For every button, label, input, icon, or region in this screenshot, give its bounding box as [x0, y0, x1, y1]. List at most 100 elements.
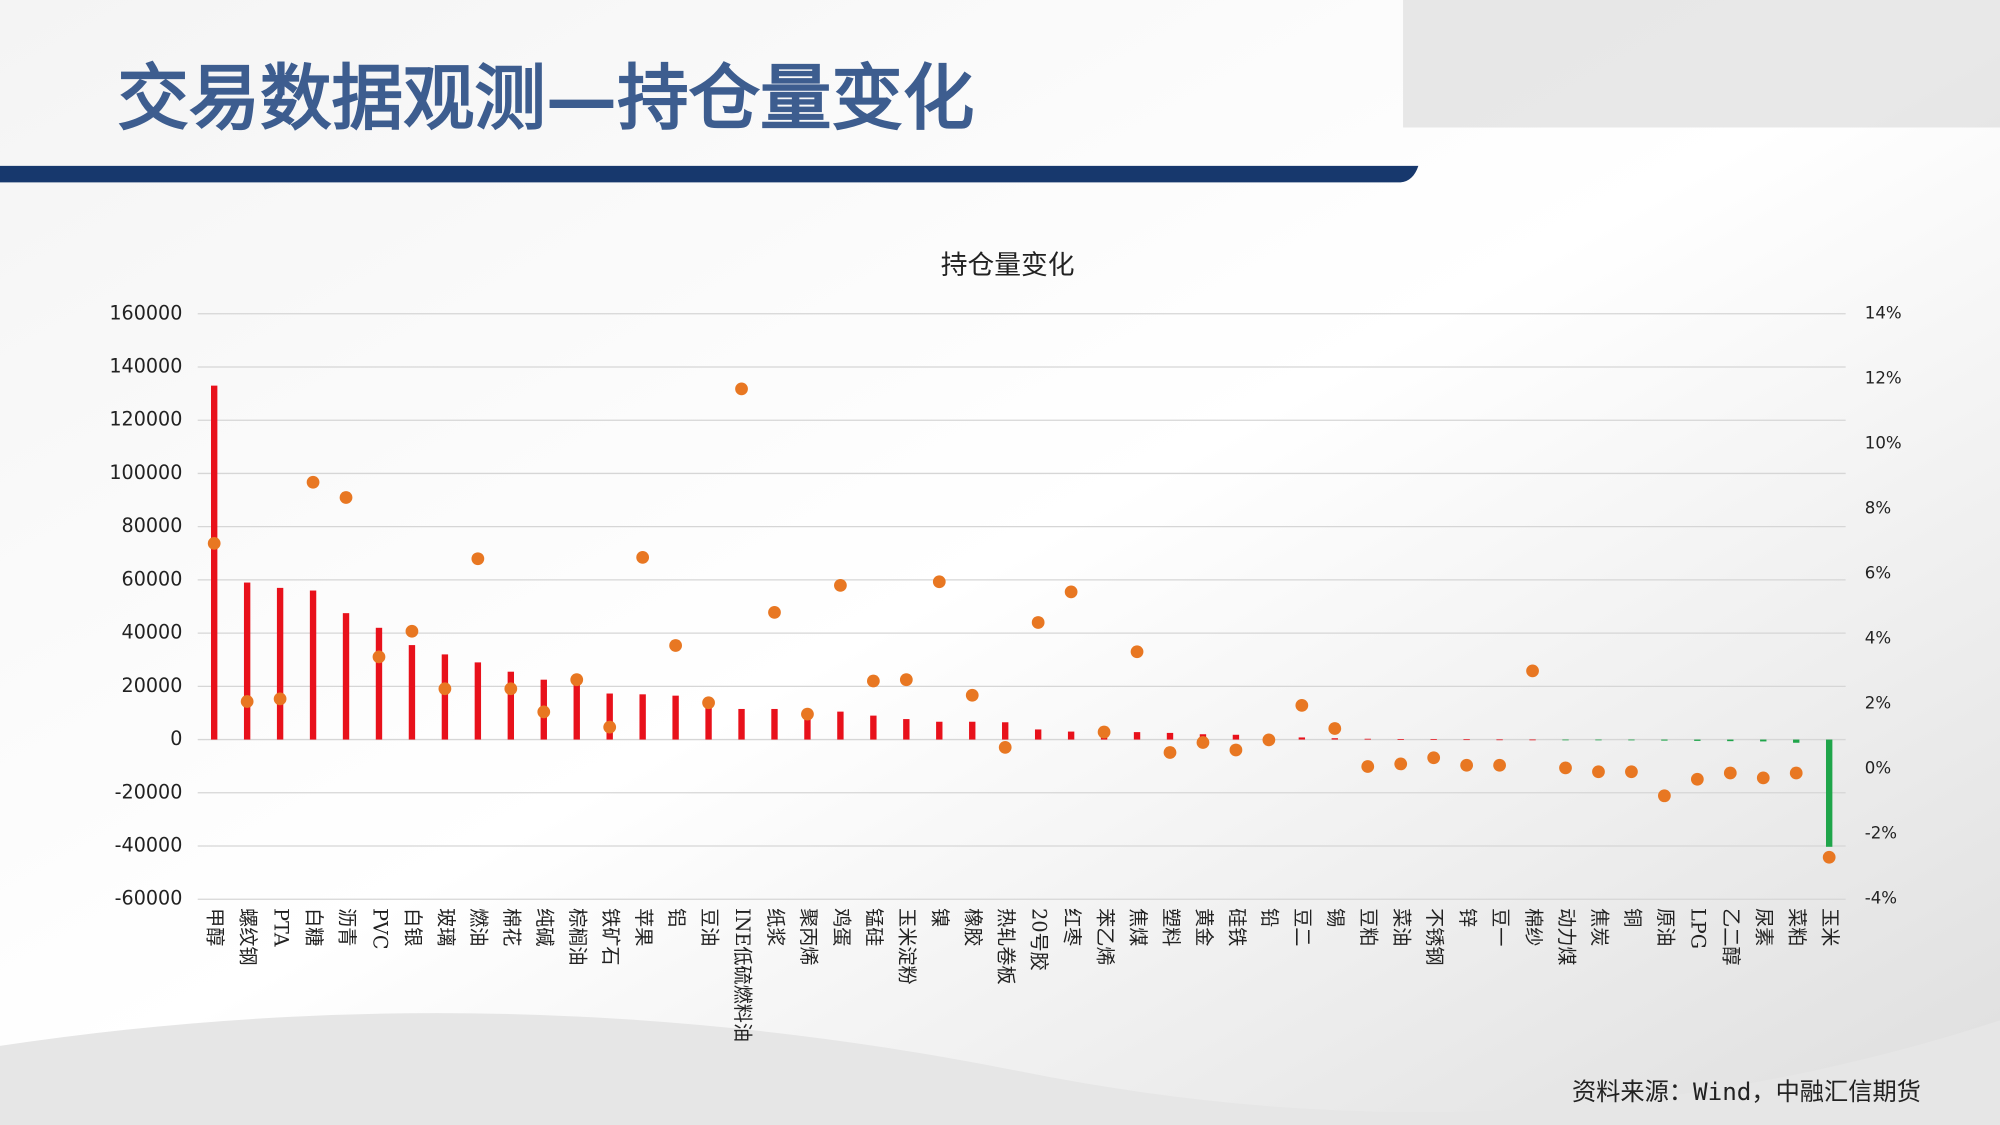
dot: [998, 740, 1012, 754]
bar: [606, 693, 613, 740]
bar: [936, 721, 943, 740]
bar: [672, 695, 679, 740]
bar: [1463, 739, 1470, 741]
x-tick-label: 甲醇: [204, 908, 227, 946]
bar: [276, 587, 284, 740]
bar: [1529, 739, 1536, 741]
y-tick-label: 140000: [109, 354, 182, 377]
x-tick-label: 纸浆: [764, 908, 787, 946]
bar: [573, 683, 580, 740]
bar: [870, 715, 877, 740]
dot: [899, 673, 913, 687]
x-tick-label: 苹果: [632, 908, 655, 946]
dot: [339, 491, 353, 504]
dot: [1196, 736, 1210, 749]
x-tick-label: 白糖: [302, 908, 325, 946]
y-tick-label: -20000: [115, 780, 183, 803]
x-tick-label: 铁矿石: [599, 908, 622, 965]
x-tick-label: PTA: [269, 908, 292, 947]
bar: [1067, 731, 1075, 740]
dot: [1460, 758, 1474, 772]
x-tick-label: 乙二醇: [1720, 908, 1743, 965]
x-tick-label: 燃油: [467, 908, 490, 946]
dot: [1031, 616, 1045, 629]
bar: [1760, 739, 1767, 742]
bar: [1727, 739, 1734, 742]
x-tick-label: 玉米淀粉: [896, 908, 919, 985]
bar: [1628, 739, 1635, 741]
dot: [504, 682, 518, 696]
x-tick-label: 苯乙烯: [1093, 908, 1116, 965]
chart-title: 持仓量变化: [941, 250, 1075, 281]
dot: [1493, 758, 1506, 772]
dot: [768, 605, 781, 619]
bar: [1694, 739, 1701, 741]
dot: [965, 688, 979, 702]
y-tick-label: 0: [170, 727, 182, 750]
bar: [342, 613, 350, 740]
dot: [537, 705, 551, 719]
x-tick-label: 棉纱: [1522, 908, 1545, 946]
dot: [1394, 757, 1408, 771]
x-tick-label: 聚丙烯: [797, 908, 820, 965]
x-tick-label: 铜: [1621, 908, 1644, 927]
bar: [903, 719, 910, 740]
bar: [771, 708, 778, 740]
dot: [1592, 765, 1605, 779]
bar: [1793, 739, 1800, 743]
dot: [1625, 765, 1638, 779]
x-tick-label: 20号胶: [1028, 908, 1051, 971]
plot: -60000 -40000 -20000 0 20000 40000 60000 80000 1…: [109, 301, 1901, 1042]
bar: [507, 671, 515, 740]
bar: [408, 645, 416, 740]
y2-tick-label: 8%: [1865, 498, 1891, 517]
dot: [1361, 760, 1375, 773]
y-tick-label: 120000: [109, 408, 182, 431]
bar: [969, 721, 976, 740]
y-tick-label: -40000: [115, 834, 183, 857]
x-tick-label: 橡胶: [962, 908, 985, 946]
x-tick-label: 塑料: [1159, 908, 1182, 946]
x-tick-label: 锌: [1456, 908, 1479, 927]
dot: [801, 707, 814, 721]
x-tick-label: 动力煤: [1555, 908, 1578, 965]
y2-tick-label: 14%: [1865, 303, 1902, 322]
x-tick-label: 玻璃: [434, 908, 457, 946]
bar: [1661, 739, 1668, 741]
dot: [1526, 664, 1539, 678]
bar: [1595, 739, 1602, 741]
dot: [207, 537, 221, 550]
dot: [471, 552, 485, 566]
dot: [603, 720, 617, 734]
y-tick-label: 20000: [122, 674, 183, 697]
x-tick-label: 菜油: [1390, 908, 1413, 946]
bar: [309, 590, 317, 740]
x-tick-label: 热轧卷板: [995, 908, 1018, 985]
x-tick-label: 铅: [1258, 908, 1281, 927]
dot: [1163, 746, 1177, 759]
dot: [834, 578, 847, 592]
dot: [1723, 766, 1737, 780]
dot: [866, 674, 880, 688]
dot: [735, 382, 748, 396]
x-tick-label: 纯碱: [533, 908, 556, 946]
dot: [669, 639, 682, 652]
x-tick-label: 豆一: [1489, 908, 1512, 946]
dot: [1328, 722, 1342, 735]
y2-tick-label: 4%: [1865, 629, 1891, 648]
dot: [240, 695, 254, 708]
x-tick-label: 白银: [401, 908, 424, 946]
dot: [1295, 699, 1309, 712]
dot: [1756, 771, 1770, 785]
x-tick-label: LPG: [1687, 908, 1710, 949]
y-tick-label: 40000: [122, 621, 183, 644]
x-tick-label: 硅铁: [1225, 908, 1248, 946]
dot: [405, 624, 419, 638]
x-tick-label: 尿素: [1753, 908, 1776, 946]
decor: [0, 1013, 2000, 1125]
x-tick-label: 棉花: [500, 908, 523, 946]
decor: [1403, 0, 2000, 128]
bar: [1002, 722, 1009, 740]
bar: [210, 385, 218, 740]
slide-title: 交易数据观测—持仓量变化: [117, 56, 974, 140]
